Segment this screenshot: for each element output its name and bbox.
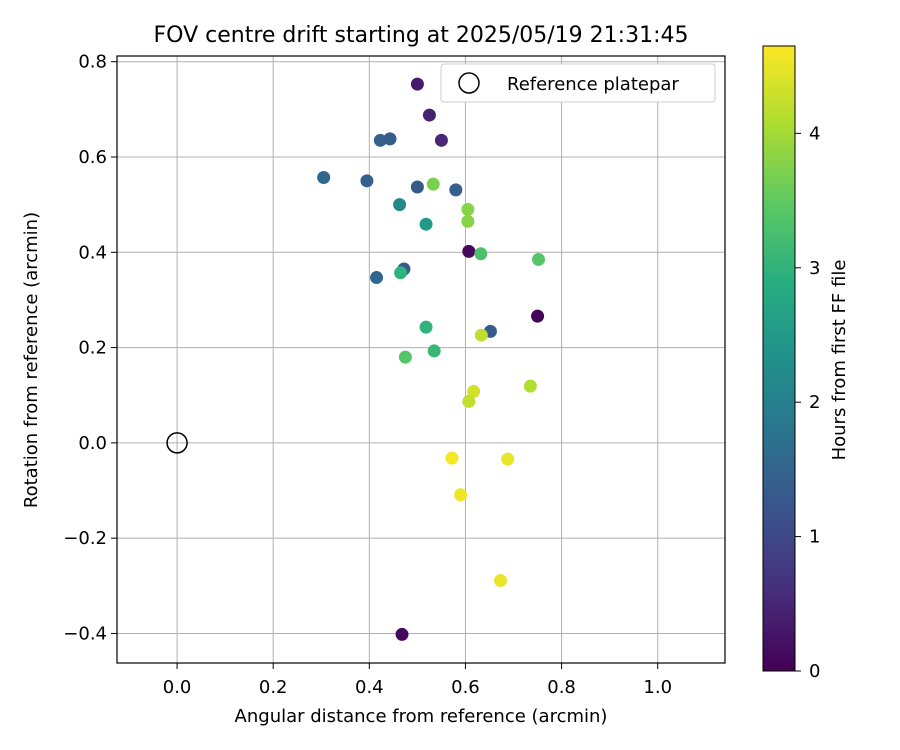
y-tick-label: −0.2 xyxy=(63,528,107,549)
colorbar-tick-label: 1 xyxy=(809,527,820,548)
colorbar-tick-label: 2 xyxy=(809,392,820,413)
x-tick-label: 0.6 xyxy=(451,677,480,698)
data-point xyxy=(373,133,387,147)
data-point xyxy=(462,394,476,408)
colorbar: 0 1 2 3 4 Hours from first FF file xyxy=(762,45,850,682)
data-point xyxy=(370,271,384,285)
data-point xyxy=(398,350,412,364)
data-points xyxy=(317,77,546,641)
x-tick-label: 0.4 xyxy=(355,677,384,698)
x-axis-label: Angular distance from reference (arcmin) xyxy=(235,706,608,727)
y-tick-label: 0.6 xyxy=(78,147,107,168)
legend-entry: Reference platepar xyxy=(507,74,679,95)
grid-lines xyxy=(117,56,725,663)
y-tick-label: 0.2 xyxy=(78,338,107,359)
y-tick-label: −0.4 xyxy=(63,623,107,644)
y-axis-label: Rotation from reference (arcmin) xyxy=(21,212,42,508)
data-point xyxy=(454,488,468,502)
data-point xyxy=(395,627,409,641)
colorbar-label: Hours from first FF file xyxy=(829,260,850,461)
data-point xyxy=(434,133,448,147)
data-point xyxy=(427,344,441,358)
data-point xyxy=(474,328,488,342)
data-point xyxy=(531,309,545,323)
legend-box xyxy=(440,63,716,103)
data-point xyxy=(393,198,407,212)
data-point xyxy=(419,320,433,334)
data-point xyxy=(410,77,424,91)
legend-marker-icon xyxy=(458,72,480,94)
colorbar-ticks: 0 1 2 3 4 xyxy=(795,123,820,682)
chart-title: FOV centre drift starting at 2025/05/19 … xyxy=(154,23,689,48)
data-point xyxy=(360,174,374,188)
data-point xyxy=(426,177,440,191)
reference-point-marker xyxy=(166,432,188,454)
data-point xyxy=(449,183,463,197)
data-point xyxy=(422,108,436,122)
y-tick-label: 0.4 xyxy=(78,242,107,263)
x-tick-label: 0.0 xyxy=(163,677,192,698)
data-point xyxy=(445,451,459,465)
data-point xyxy=(467,384,481,398)
colorbar-gradient xyxy=(762,45,796,672)
y-tick-label: 0.0 xyxy=(78,433,107,454)
colorbar-tick-label: 4 xyxy=(809,123,820,144)
data-point xyxy=(462,244,476,258)
data-point xyxy=(474,247,488,261)
data-point xyxy=(501,452,515,466)
data-point xyxy=(523,379,537,393)
data-point xyxy=(383,132,397,146)
data-point xyxy=(494,574,508,588)
legend: Reference platepar xyxy=(440,63,716,103)
data-point xyxy=(410,180,424,194)
y-axis: −0.4 −0.2 0.0 0.2 0.4 0.6 0.8 xyxy=(63,52,117,644)
y-tick-label: 0.8 xyxy=(78,52,107,73)
data-point xyxy=(461,202,475,216)
x-tick-label: 0.2 xyxy=(259,677,288,698)
x-tick-label: 1.0 xyxy=(643,677,672,698)
data-point xyxy=(532,252,546,266)
x-tick-label: 0.8 xyxy=(547,677,576,698)
data-point xyxy=(317,170,331,184)
colorbar-tick-label: 3 xyxy=(809,258,820,279)
data-point xyxy=(419,217,433,231)
data-point xyxy=(394,266,408,280)
data-point xyxy=(461,214,475,228)
colorbar-tick-label: 0 xyxy=(809,661,820,682)
x-axis: 0.0 0.2 0.4 0.6 0.8 1.0 xyxy=(163,663,672,698)
plot-frame xyxy=(116,55,726,664)
